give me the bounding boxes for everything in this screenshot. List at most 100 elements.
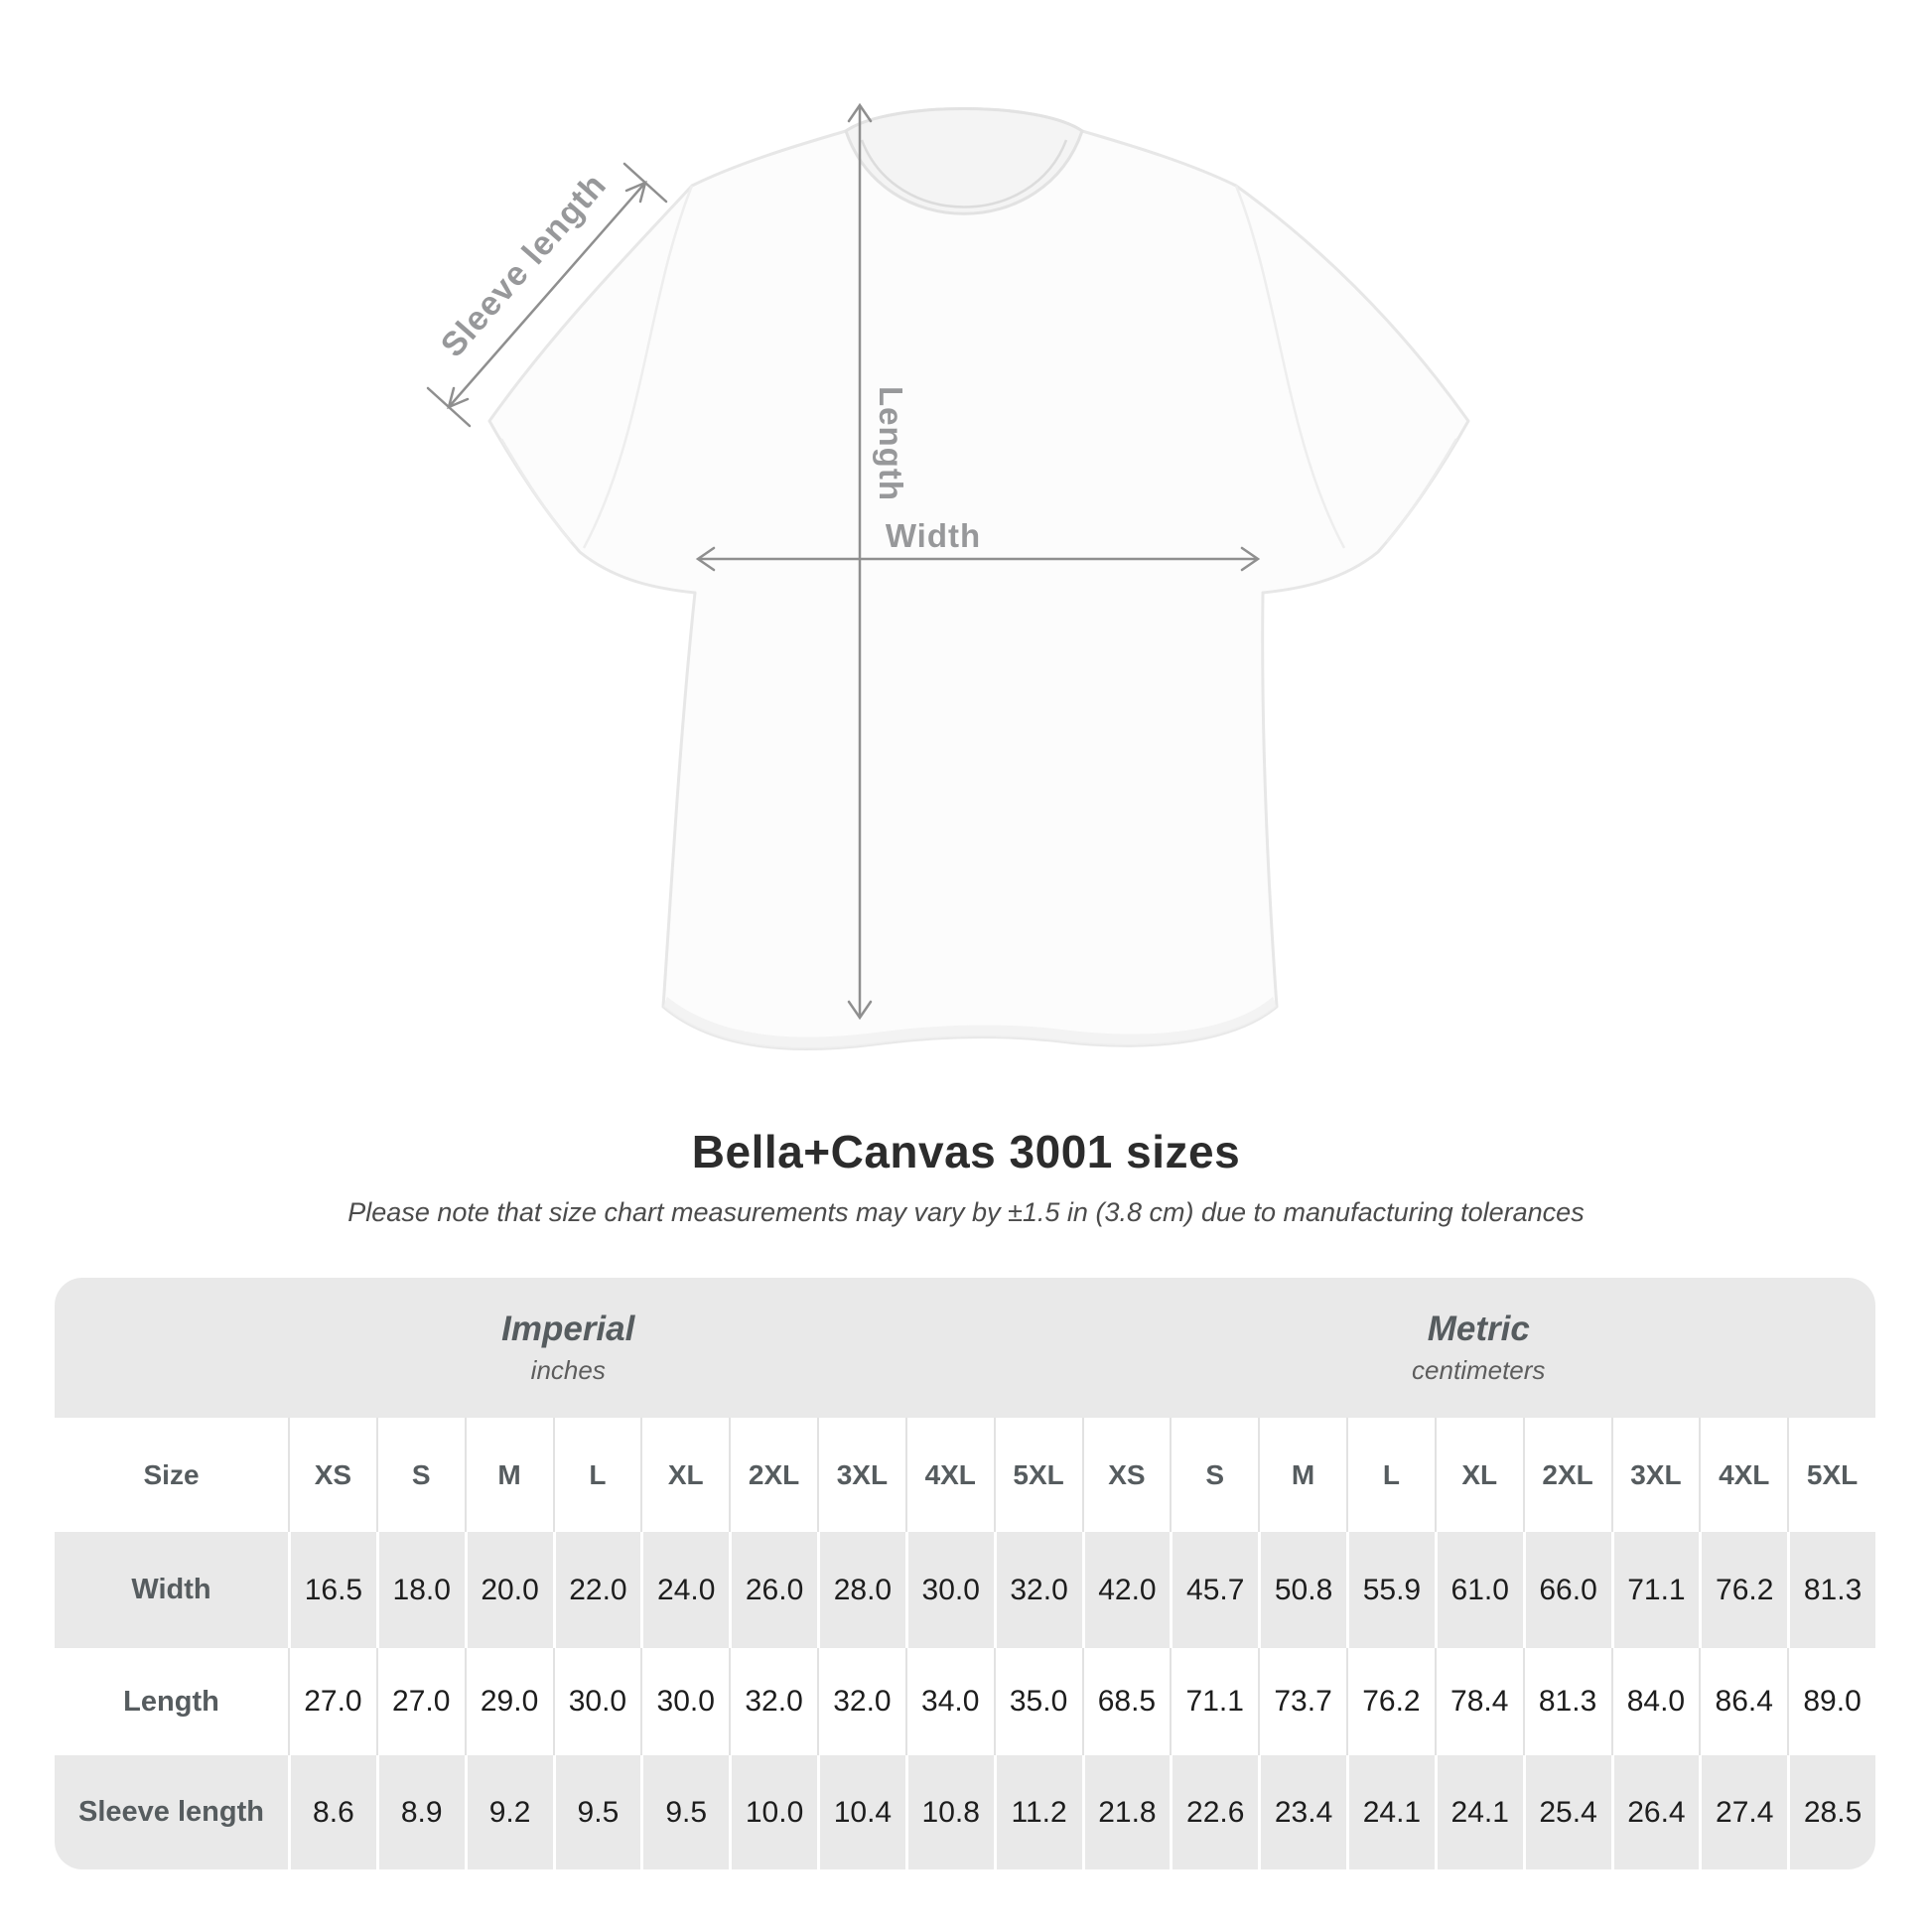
metric-group-units: centimeters — [1412, 1355, 1546, 1385]
size-header-cell: 3XL — [1610, 1418, 1700, 1532]
page-title: Bella+Canvas 3001 sizes — [691, 1126, 1241, 1177]
table-row-width: Width 16.5 18.0 20.0 22.0 24.0 26.0 28.0… — [55, 1532, 1875, 1648]
row-label: Sleeve length — [78, 1796, 264, 1828]
tshirt-right-sleeve-seam — [1234, 185, 1346, 549]
size-header-cell: 5XL — [993, 1418, 1082, 1532]
value-cell: 10.0 — [729, 1755, 817, 1869]
value-cell: 18.0 — [375, 1532, 465, 1648]
value-cell: 10.8 — [904, 1755, 994, 1869]
imperial-group-units: inches — [530, 1355, 606, 1385]
row-label: Length — [123, 1685, 219, 1718]
tshirt-left-cuff-fold — [499, 438, 572, 543]
value-cell: 9.5 — [552, 1755, 641, 1869]
value-cell: 16.5 — [288, 1532, 376, 1648]
value-cell: 86.4 — [1699, 1648, 1787, 1755]
tshirt-collar-path — [844, 107, 1084, 215]
size-header-cell: M — [1258, 1418, 1346, 1532]
value-cell: 10.4 — [817, 1755, 905, 1869]
value-cell: 35.0 — [993, 1648, 1082, 1755]
size-header-cell: 3XL — [817, 1418, 905, 1532]
tshirt-right-cuff-fold — [1386, 438, 1458, 543]
value-cell: 71.1 — [1170, 1648, 1258, 1755]
value-cell: 27.0 — [375, 1648, 465, 1755]
value-cell: 30.0 — [904, 1532, 994, 1648]
value-cell: 66.0 — [1522, 1532, 1611, 1648]
tshirt-collar-inner-line — [860, 139, 1068, 208]
value-cell: 24.1 — [1434, 1755, 1523, 1869]
size-header-cell: 2XL — [729, 1418, 817, 1532]
value-cell: 22.0 — [552, 1532, 641, 1648]
value-cell: 42.0 — [1081, 1532, 1171, 1648]
value-cell: 25.4 — [1522, 1755, 1611, 1869]
measurement-arrows — [426, 102, 1261, 1021]
value-cell: 76.2 — [1699, 1532, 1787, 1648]
table-row-length: Length 27.0 27.0 29.0 30.0 30.0 32.0 32.… — [55, 1648, 1875, 1755]
value-cell: 78.4 — [1434, 1648, 1523, 1755]
sleeve-length-arrow — [426, 162, 668, 428]
value-cell: 8.9 — [375, 1755, 465, 1869]
value-cell: 27.0 — [288, 1648, 376, 1755]
value-cell: 28.5 — [1787, 1755, 1875, 1869]
size-header-cell: XL — [1434, 1418, 1523, 1532]
value-cell: 9.2 — [464, 1755, 553, 1869]
size-header-cell: L — [1346, 1418, 1435, 1532]
value-cell: 34.0 — [904, 1648, 994, 1755]
value-cell: 55.9 — [1346, 1532, 1435, 1648]
width-arrow — [695, 546, 1261, 572]
value-cell: 32.0 — [729, 1648, 817, 1755]
value-cell: 45.7 — [1170, 1532, 1258, 1648]
value-cell: 81.3 — [1522, 1648, 1611, 1755]
value-cell: 84.0 — [1610, 1648, 1700, 1755]
size-header-cell: 4XL — [1699, 1418, 1787, 1532]
value-cell: 50.8 — [1258, 1532, 1346, 1648]
value-cell: 81.3 — [1787, 1532, 1875, 1648]
size-header-cell: XS — [288, 1418, 376, 1532]
value-cell: 76.2 — [1346, 1648, 1435, 1755]
size-header-row: Size XS S M L XL 2XL 3XL 4XL 5XL XS S M … — [55, 1418, 1875, 1532]
tshirt-left-sleeve-seam — [582, 185, 694, 549]
unit-group-row: Imperial inches Metric centimeters — [55, 1278, 1875, 1418]
size-column-header: Size — [143, 1458, 200, 1490]
value-cell: 8.6 — [288, 1755, 376, 1869]
value-cell: 28.0 — [817, 1532, 905, 1648]
value-cell: 21.8 — [1081, 1755, 1171, 1869]
size-header-cell: XL — [640, 1418, 729, 1532]
size-header-cell: M — [464, 1418, 553, 1532]
size-header-cell: 5XL — [1787, 1418, 1875, 1532]
value-cell: 30.0 — [640, 1648, 729, 1755]
value-cell: 61.0 — [1434, 1532, 1523, 1648]
size-header-cell: XS — [1081, 1418, 1171, 1532]
value-cell: 9.5 — [640, 1755, 729, 1869]
imperial-group-title: Imperial — [501, 1310, 635, 1348]
size-table: Imperial inches Metric centimeters Size … — [55, 1278, 1875, 1869]
row-label: Width — [131, 1574, 211, 1605]
value-cell: 26.4 — [1610, 1755, 1700, 1869]
value-cell: 30.0 — [552, 1648, 641, 1755]
table-row-sleeve-length: Sleeve length 8.6 8.9 9.2 9.5 9.5 10.0 1… — [55, 1755, 1875, 1869]
value-cell: 32.0 — [817, 1648, 905, 1755]
value-cell: 68.5 — [1081, 1648, 1171, 1755]
size-header-cell: L — [552, 1418, 641, 1532]
value-cell: 29.0 — [464, 1648, 553, 1755]
value-cell: 24.1 — [1346, 1755, 1435, 1869]
tolerance-note: Please note that size chart measurements… — [347, 1197, 1585, 1227]
value-cell: 71.1 — [1610, 1532, 1700, 1648]
value-cell: 22.6 — [1170, 1755, 1258, 1869]
tshirt-hem-shade — [663, 997, 1277, 1049]
value-cell: 11.2 — [993, 1755, 1082, 1869]
value-cell: 24.0 — [640, 1532, 729, 1648]
value-cell: 26.0 — [729, 1532, 817, 1648]
tshirt-body-path — [487, 107, 1470, 1050]
value-cell: 32.0 — [993, 1532, 1082, 1648]
size-header-cell: S — [1170, 1418, 1258, 1532]
width-label: Width — [885, 517, 982, 554]
size-header-cell: S — [375, 1418, 465, 1532]
value-cell: 20.0 — [464, 1532, 553, 1648]
size-header-cell: 2XL — [1522, 1418, 1611, 1532]
imperial-group-header: Imperial inches — [55, 1278, 1082, 1418]
metric-group-title: Metric — [1427, 1310, 1530, 1348]
value-cell: 89.0 — [1787, 1648, 1875, 1755]
metric-group-header: Metric centimeters — [1082, 1278, 1876, 1418]
